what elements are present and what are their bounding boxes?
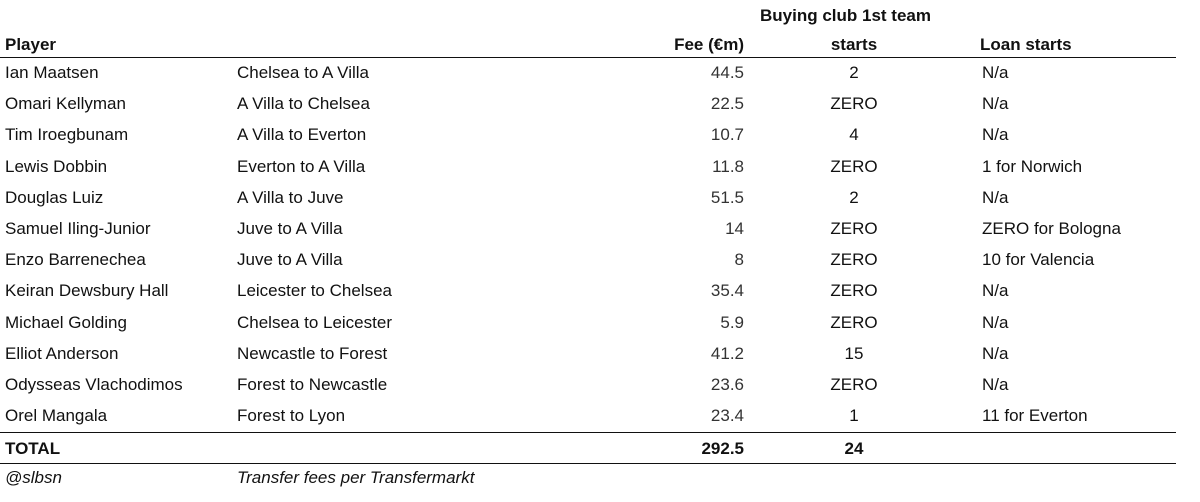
transfer-cell: A Villa to Everton [237,125,367,145]
footer-handle: @slbsn [5,468,62,488]
loan-starts-cell: ZERO for Bologna [982,218,1121,238]
table-header: Player Fee (€m) Buying club 1st team sta… [0,0,1176,58]
table-row: Orel Mangala Forest to Lyon 23.4 1 11 for Ev… [5,406,1088,426]
total-row: TOTAL 292.5 24 [0,432,1176,465]
table-row: Samuel Iling-Junior Juve to A Villa 14 ZERO… [5,218,1121,238]
fee-cell: 14 [725,218,744,238]
table-body: Ian Maatsen Chelsea to A Villa 44.5 2 N/a Oma… [0,58,1176,432]
table-row: Enzo Barrenechea Juve to A Villa 8 ZERO 10 f… [5,250,1095,270]
transfer-cell: Chelsea to A Villa [237,63,369,82]
loan-starts-cell: N/a [982,63,1009,82]
fee-cell: 11.8 [712,156,744,176]
player-cell: Enzo Barrenechea [5,250,146,270]
table-row: Elliot Anderson Newcastle to Forest 41.2 15… [5,343,1009,363]
transfer-cell: Newcastle to Forest [237,343,388,363]
table-row: Lewis Dobbin Everton to A Villa 11.8 ZERO 1 … [5,156,1083,176]
transfer-table: Player Fee (€m) Buying club 1st team sta… [0,0,1176,492]
transfer-cell: Juve to A Villa [237,218,343,238]
transfer-cell: Forest to Lyon [237,406,346,426]
loan-starts-cell: N/a [982,281,1009,301]
player-cell: Keiran Dewsbury Hall [5,281,169,301]
fee-cell: 41.2 [710,343,744,363]
total-label: TOTAL [5,439,61,459]
header-fee: Fee (€m) [674,35,744,54]
player-cell: Odysseas Vlachodimos [5,374,183,394]
table-row: Tim Iroegbunam A Villa to Everton 10.7 4 N/a [5,125,1009,145]
fee-cell: 23.6 [710,374,744,394]
header-player: Player [5,35,57,54]
header-buying-club-line1: Buying club 1st team [760,6,931,25]
player-cell: Elliot Anderson [5,343,119,363]
footer-source: Transfer fees per Transfermarkt [237,468,475,488]
transfer-cell: A Villa to Chelsea [237,94,370,114]
fee-cell: 22.5 [710,94,744,114]
table-row: Michael Golding Chelsea to Leicester 5.9 ZE… [5,312,1009,332]
player-cell: Michael Golding [5,312,127,332]
loan-starts-cell: N/a [982,125,1009,145]
loan-starts-cell: N/a [982,312,1009,332]
table-row: Omari Kellyman A Villa to Chelsea 22.5 ZERO… [5,94,1009,114]
loan-starts-cell: 11 for Everton [982,406,1088,426]
fee-cell: 35.4 [710,281,744,301]
table-footer: @slbsn Transfer fees per Transfermarkt [0,464,1176,492]
loan-starts-cell: N/a [982,94,1009,114]
fee-cell: 44.5 [710,63,744,82]
player-cell: Tim Iroegbunam [5,125,129,145]
header-loan-starts: Loan starts [980,35,1072,54]
transfer-cell: Forest to Newcastle [237,374,388,394]
fee-cell: 5.9 [720,312,744,332]
player-cell: Samuel Iling-Junior [5,218,151,238]
player-cell: Lewis Dobbin [5,156,108,176]
loan-starts-cell: N/a [982,374,1009,394]
table-row: Ian Maatsen Chelsea to A Villa 44.5 2 N/a [5,63,1009,82]
fee-cell: 51.5 [710,187,744,207]
transfer-cell: A Villa to Juve [237,187,344,207]
loan-starts-cell: N/a [982,187,1009,207]
transfer-cell: Juve to A Villa [237,250,343,270]
loan-starts-cell: 1 for Norwich [982,156,1083,176]
table-row: Odysseas Vlachodimos Forest to Newcastle 2… [5,374,1009,394]
fee-cell: 8 [734,250,744,270]
player-cell: Omari Kellyman [5,94,126,114]
table-row: Keiran Dewsbury Hall Leicester to Chelsea… [5,281,1009,301]
transfer-cell: Chelsea to Leicester [237,312,392,332]
fee-cell: 23.4 [710,406,744,426]
loan-starts-cell: N/a [982,343,1009,363]
player-cell: Orel Mangala [5,406,108,426]
player-cell: Douglas Luiz [5,187,104,207]
fee-cell: 10.7 [710,125,744,145]
transfer-cell: Leicester to Chelsea [237,281,392,301]
transfer-cell: Everton to A Villa [237,156,366,176]
total-fee: 292.5 [701,439,744,459]
loan-starts-cell: 10 for Valencia [982,250,1095,270]
table-row: Douglas Luiz A Villa to Juve 51.5 2 N/a [5,187,1009,207]
player-cell: Ian Maatsen [5,63,99,82]
